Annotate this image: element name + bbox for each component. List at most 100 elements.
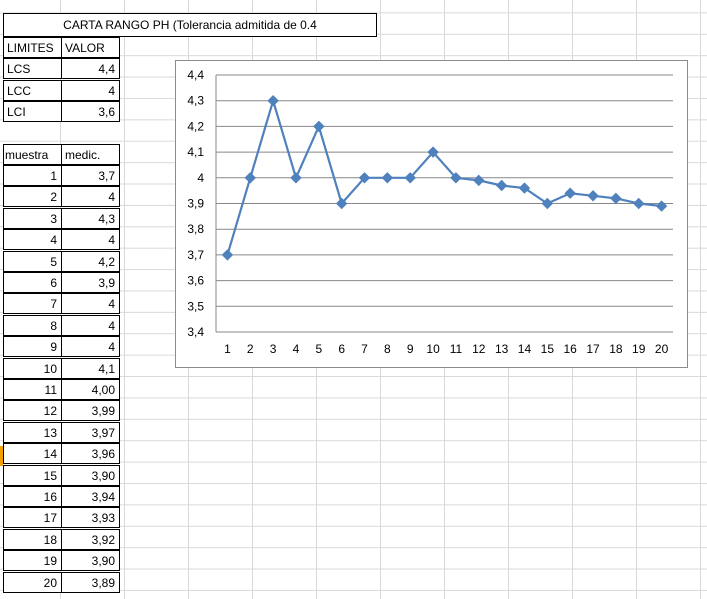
sample-number-cell[interactable]: 13 (3, 421, 62, 443)
limit-label-lcc[interactable]: LCC (3, 80, 62, 101)
data-point (450, 172, 462, 184)
measurement-cell[interactable]: 4 (61, 229, 120, 251)
x-tick-label: 3 (270, 342, 277, 356)
y-tick-label: 3,9 (187, 197, 204, 211)
sample-number-cell[interactable]: 14 (3, 443, 62, 465)
data-point (610, 192, 622, 205)
measurement-cell[interactable]: 3,92 (61, 528, 120, 550)
sample-number-cell[interactable]: 3 (3, 207, 62, 229)
measurement-cell[interactable]: 3,7 (61, 165, 120, 186)
limits-header-label[interactable]: LIMITES (3, 37, 62, 58)
sample-number-cell[interactable]: 10 (3, 357, 62, 379)
limit-value-lci[interactable]: 3,6 (61, 101, 120, 122)
x-tick-label: 20 (655, 342, 669, 356)
y-tick-label: 3,6 (187, 274, 204, 288)
data-point (633, 197, 645, 210)
sample-number-cell[interactable]: 2 (3, 186, 62, 208)
data-point (404, 172, 416, 184)
y-tick-label: 4,4 (187, 68, 204, 82)
measurement-cell[interactable]: 4,00 (61, 379, 120, 400)
data-point (564, 187, 576, 199)
data-point (427, 146, 439, 158)
measurement-cell[interactable]: 4,3 (61, 207, 120, 229)
data-point (495, 179, 508, 192)
measurement-cell[interactable]: 4 (61, 293, 120, 315)
x-tick-label: 13 (495, 342, 509, 356)
x-tick-label: 17 (586, 342, 600, 356)
measurement-cell[interactable]: 4,2 (61, 250, 120, 272)
x-tick-label: 9 (407, 342, 414, 356)
x-tick-label: 7 (361, 342, 368, 356)
y-tick-label: 4,3 (187, 94, 204, 108)
measurement-cell[interactable]: 3,93 (61, 507, 120, 529)
x-tick-label: 14 (518, 342, 532, 356)
sample-number-cell[interactable]: 20 (3, 571, 62, 593)
data-point (335, 197, 348, 210)
data-header-measure[interactable]: medic. (61, 144, 120, 165)
data-point (587, 190, 599, 202)
measurement-cell[interactable]: 3,90 (61, 550, 120, 572)
limit-value-lcc[interactable]: 4 (61, 80, 120, 101)
data-point (541, 197, 554, 210)
data-point (518, 182, 531, 194)
data-point (290, 172, 302, 184)
sheet-title-cell[interactable]: CARTA RANGO PH (Tolerancia admitida de 0… (3, 13, 377, 37)
y-tick-label: 3,5 (187, 299, 204, 313)
sample-number-cell[interactable]: 18 (3, 528, 62, 550)
x-tick-label: 5 (315, 342, 322, 356)
y-tick-label: 3,7 (187, 248, 204, 262)
sample-number-cell[interactable]: 5 (3, 250, 62, 272)
sample-number-cell[interactable]: 16 (3, 486, 62, 507)
x-tick-label: 1 (224, 342, 231, 356)
limit-label-lci[interactable]: LCI (3, 101, 62, 122)
measurement-cell[interactable]: 3,94 (61, 486, 120, 507)
sample-number-cell[interactable]: 1 (3, 165, 62, 186)
measurement-cell[interactable]: 4 (61, 336, 120, 358)
sample-number-cell[interactable]: 8 (3, 314, 62, 336)
sample-number-cell[interactable]: 19 (3, 550, 62, 572)
x-tick-label: 19 (632, 342, 646, 356)
y-tick-label: 3,4 (187, 325, 204, 339)
x-tick-label: 8 (384, 342, 391, 356)
x-tick-label: 12 (472, 342, 486, 356)
line-chart[interactable]: 3,4 3,5 3,6 3,7 3,8 3,9 4 4,1 4,2 4,3 4,4 1 2 3 4 5 6 7 8 9… (175, 60, 688, 368)
y-tick-label: 4 (197, 171, 204, 185)
measurement-cell[interactable]: 3,96 (61, 443, 120, 465)
measurement-cell[interactable]: 3,90 (61, 464, 120, 486)
measurement-cell[interactable]: 4 (61, 186, 120, 208)
measurement-cell[interactable]: 4 (61, 314, 120, 336)
x-tick-label: 10 (426, 342, 440, 356)
sample-number-cell[interactable]: 7 (3, 293, 62, 315)
chart-canvas: 3,43,53,63,73,83,944,14,24,34,41 2 3 4 5 6 7 8 9… (187, 68, 673, 356)
measurement-cell[interactable]: 3,89 (61, 571, 120, 593)
sample-number-cell[interactable]: 4 (3, 229, 62, 251)
sample-number-cell[interactable]: 15 (3, 464, 62, 486)
x-tick-label: 18 (609, 342, 623, 356)
measurement-cell[interactable]: 3,9 (61, 272, 120, 293)
measurement-cell[interactable]: 3,99 (61, 400, 120, 422)
data-point (221, 249, 234, 261)
sample-number-cell[interactable]: 9 (3, 336, 62, 358)
x-tick-label: 11 (450, 342, 463, 356)
x-tick-label: 6 (338, 342, 345, 356)
limit-value-lcs[interactable]: 4,4 (61, 58, 120, 79)
sample-number-cell[interactable]: 12 (3, 400, 62, 422)
y-tick-label: 3,8 (187, 222, 204, 236)
sample-number-cell[interactable]: 17 (3, 507, 62, 529)
measurement-cell[interactable]: 3,97 (61, 421, 120, 443)
limit-label-lcs[interactable]: LCS (3, 58, 62, 79)
x-tick-label: 2 (247, 342, 254, 356)
data-point (473, 174, 485, 187)
limits-header-value[interactable]: VALOR (61, 37, 120, 58)
x-tick-label: 16 (563, 342, 577, 356)
x-tick-label: 4 (293, 342, 300, 356)
data-point (313, 120, 325, 133)
sample-number-cell[interactable]: 11 (3, 379, 62, 400)
data-header-sample[interactable]: muestra (3, 144, 62, 165)
sample-number-cell[interactable]: 6 (3, 272, 62, 293)
active-row-marker (0, 446, 3, 466)
data-point (244, 172, 256, 184)
data-point (358, 172, 371, 184)
measurement-cell[interactable]: 4,1 (61, 357, 120, 379)
x-tick-label: 15 (541, 342, 555, 356)
